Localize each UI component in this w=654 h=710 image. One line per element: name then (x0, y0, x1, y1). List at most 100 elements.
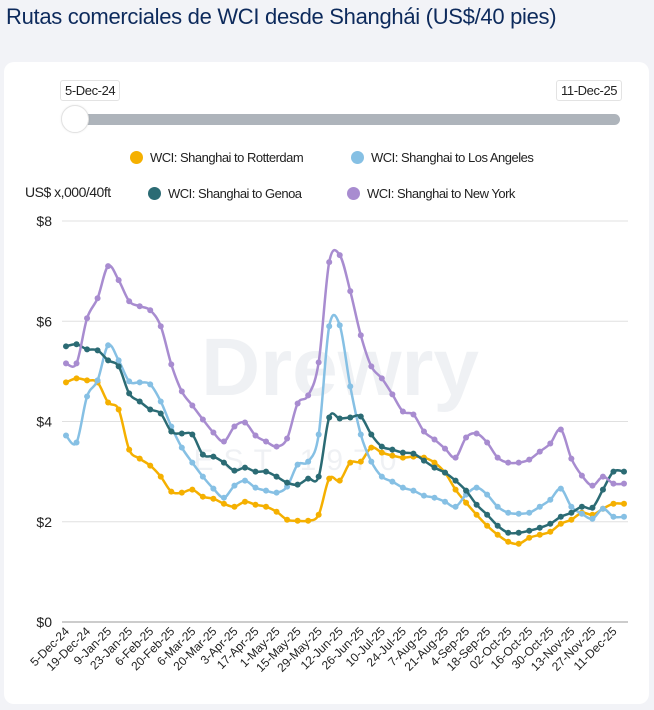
data-point[interactable] (621, 480, 627, 487)
data-point[interactable] (347, 459, 354, 466)
data-point[interactable] (452, 486, 459, 493)
data-point[interactable] (420, 428, 427, 435)
data-point[interactable] (599, 473, 606, 480)
data-point[interactable] (610, 513, 617, 520)
data-point[interactable] (126, 378, 133, 385)
data-point[interactable] (347, 288, 354, 295)
data-point[interactable] (210, 453, 217, 460)
data-point[interactable] (263, 468, 270, 475)
data-point[interactable] (547, 528, 554, 535)
data-point[interactable] (105, 263, 112, 270)
data-point[interactable] (547, 496, 554, 503)
data-point[interactable] (231, 503, 238, 510)
data-point[interactable] (305, 475, 312, 482)
data-point[interactable] (94, 295, 101, 302)
data-point[interactable] (578, 472, 585, 479)
data-point[interactable] (147, 307, 154, 314)
data-point[interactable] (84, 377, 91, 384)
data-point[interactable] (610, 480, 617, 487)
data-point[interactable] (231, 467, 238, 474)
data-point[interactable] (168, 488, 175, 495)
data-point[interactable] (284, 479, 291, 486)
data-point[interactable] (357, 431, 364, 438)
data-point[interactable] (326, 259, 333, 266)
data-point[interactable] (505, 459, 512, 466)
data-point[interactable] (357, 458, 364, 465)
data-point[interactable] (494, 522, 501, 529)
data-point[interactable] (336, 415, 343, 422)
legend-item-los-angeles[interactable]: WCI: Shanghai to Los Angeles (351, 150, 534, 165)
data-point[interactable] (136, 455, 143, 462)
data-point[interactable] (431, 494, 438, 501)
data-point[interactable] (536, 531, 543, 538)
data-point[interactable] (568, 455, 575, 462)
data-point[interactable] (305, 392, 312, 399)
data-point[interactable] (547, 440, 554, 447)
data-point[interactable] (557, 426, 564, 433)
data-point[interactable] (326, 323, 333, 330)
data-point[interactable] (147, 406, 154, 413)
data-point[interactable] (442, 469, 449, 476)
data-point[interactable] (147, 462, 154, 469)
data-point[interactable] (463, 487, 470, 494)
data-point[interactable] (452, 454, 459, 461)
data-point[interactable] (505, 529, 512, 536)
data-point[interactable] (210, 485, 217, 492)
data-point[interactable] (599, 486, 606, 493)
data-point[interactable] (263, 487, 270, 494)
data-point[interactable] (610, 500, 617, 507)
data-point[interactable] (231, 423, 238, 430)
data-point[interactable] (326, 414, 333, 421)
data-point[interactable] (210, 495, 217, 502)
data-point[interactable] (494, 531, 501, 538)
data-point[interactable] (410, 450, 417, 457)
data-point[interactable] (378, 375, 385, 382)
range-slider-thumb[interactable] (61, 105, 89, 133)
data-point[interactable] (621, 468, 627, 475)
data-point[interactable] (589, 482, 596, 489)
data-point[interactable] (315, 431, 322, 438)
data-point[interactable] (84, 346, 91, 353)
data-point[interactable] (94, 347, 101, 354)
data-point[interactable] (73, 439, 80, 446)
data-point[interactable] (536, 503, 543, 510)
data-point[interactable] (420, 492, 427, 499)
data-point[interactable] (431, 464, 438, 471)
data-point[interactable] (336, 477, 343, 484)
data-point[interactable] (494, 503, 501, 510)
data-point[interactable] (610, 468, 617, 475)
data-point[interactable] (294, 481, 301, 488)
data-point[interactable] (515, 510, 522, 517)
data-point[interactable] (115, 277, 122, 284)
data-point[interactable] (484, 491, 491, 498)
data-point[interactable] (294, 400, 301, 407)
data-point[interactable] (84, 315, 91, 322)
data-point[interactable] (115, 406, 122, 413)
data-point[interactable] (378, 473, 385, 480)
data-point[interactable] (220, 500, 227, 507)
data-point[interactable] (147, 381, 154, 388)
data-point[interactable] (399, 454, 406, 461)
data-point[interactable] (368, 458, 375, 465)
data-point[interactable] (484, 439, 491, 446)
data-point[interactable] (115, 357, 122, 364)
data-point[interactable] (389, 446, 396, 453)
data-point[interactable] (63, 432, 69, 439)
data-point[interactable] (105, 399, 112, 406)
data-point[interactable] (431, 436, 438, 443)
data-point[interactable] (178, 430, 185, 437)
data-point[interactable] (273, 489, 280, 496)
data-point[interactable] (505, 509, 512, 516)
data-point[interactable] (315, 359, 322, 366)
data-point[interactable] (73, 360, 80, 367)
data-point[interactable] (136, 303, 143, 310)
data-point[interactable] (94, 377, 101, 384)
data-point[interactable] (420, 457, 427, 464)
data-point[interactable] (473, 501, 480, 508)
data-point[interactable] (568, 516, 575, 523)
data-point[interactable] (199, 451, 206, 458)
data-point[interactable] (484, 511, 491, 518)
data-point[interactable] (305, 458, 312, 465)
data-point[interactable] (157, 398, 164, 405)
data-point[interactable] (178, 388, 185, 395)
